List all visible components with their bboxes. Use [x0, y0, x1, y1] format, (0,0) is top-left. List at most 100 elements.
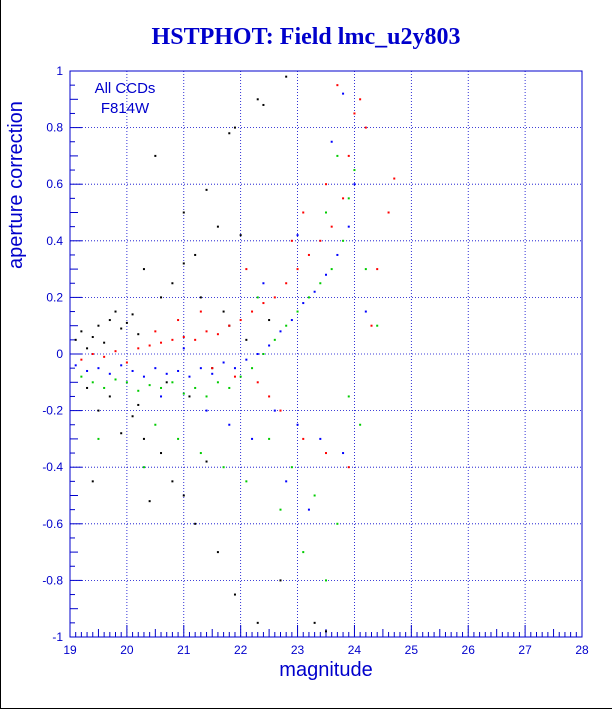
data-point [359, 423, 362, 426]
data-point [273, 296, 276, 299]
x-axis-label: magnitude [279, 659, 372, 681]
data-point [353, 169, 356, 172]
data-point [296, 234, 299, 237]
data-point [182, 494, 185, 497]
data-point [182, 211, 185, 214]
data-point [285, 324, 288, 327]
data-point [262, 103, 265, 106]
data-point [216, 381, 219, 384]
data-point [319, 282, 322, 285]
data-point [228, 423, 231, 426]
data-point [307, 508, 310, 511]
data-point [103, 355, 106, 358]
data-point [142, 375, 145, 378]
x-tick-label: 27 [518, 643, 532, 657]
data-point [228, 324, 231, 327]
data-point [171, 338, 174, 341]
data-point [114, 378, 117, 381]
data-point [256, 296, 259, 299]
data-point [336, 253, 339, 256]
data-point [347, 197, 350, 200]
data-point [268, 319, 271, 322]
data-point [233, 126, 236, 129]
data-point [131, 415, 134, 418]
data-point [347, 154, 350, 157]
data-point [245, 358, 248, 361]
data-point [239, 375, 242, 378]
data-point [376, 324, 379, 327]
data-point [342, 197, 345, 200]
data-point [120, 327, 123, 330]
data-point [165, 372, 168, 375]
data-point [108, 395, 111, 398]
data-point [74, 364, 77, 367]
data-point [205, 409, 208, 412]
data-point [182, 347, 185, 350]
data-point [290, 466, 293, 469]
data-point [228, 386, 231, 389]
data-point [228, 132, 231, 135]
data-point [342, 452, 345, 455]
data-point [148, 344, 151, 347]
data-point [296, 268, 299, 271]
data-point [364, 310, 367, 313]
data-point [233, 593, 236, 596]
data-point [302, 211, 305, 214]
y-axis-label: aperture correction [5, 101, 27, 269]
x-tick-label: 20 [120, 643, 134, 657]
data-point [188, 375, 191, 378]
data-point [154, 367, 157, 370]
data-point [171, 282, 174, 285]
data-point [273, 409, 276, 412]
data-point [302, 437, 305, 440]
data-point [222, 310, 225, 313]
data-point [91, 480, 94, 483]
data-point [142, 437, 145, 440]
data-point [307, 296, 310, 299]
data-point [290, 319, 293, 322]
data-point [91, 353, 94, 355]
x-tick-label: 26 [462, 643, 476, 657]
data-point [279, 508, 282, 511]
data-point [387, 211, 390, 214]
data-point [239, 319, 242, 322]
y-tick-label: 0.6 [46, 177, 63, 191]
data-point [160, 296, 163, 299]
data-point [131, 369, 134, 372]
data-point [256, 621, 259, 624]
data-point [245, 338, 248, 341]
axis-ticks: 19 20 21 22 23 24 25 26 27 28 -1 -0.8 -0.6 -0.4 -0.2 0 0… [42, 64, 589, 657]
chart-title: HSTPHOT: Field lmc_u2y803 [151, 24, 461, 50]
data-point [80, 330, 83, 333]
data-point [222, 361, 225, 364]
y-tick-label: -0.6 [42, 517, 63, 531]
data-point [97, 367, 100, 370]
y-tick-label: 0.8 [46, 121, 63, 135]
data-point [194, 522, 197, 525]
data-point [182, 392, 185, 395]
data-point [148, 384, 151, 387]
data-point [325, 211, 327, 214]
data-point [285, 75, 288, 78]
data-point [222, 466, 225, 469]
data-point [256, 381, 259, 384]
data-point [342, 92, 345, 95]
data-point [296, 310, 299, 313]
data-point [251, 367, 254, 370]
data-point [359, 98, 362, 101]
data-point [160, 386, 163, 389]
data-point [97, 324, 100, 327]
data-point [137, 403, 140, 406]
data-point [256, 353, 259, 355]
data-point [370, 324, 373, 327]
x-tick-label: 22 [234, 643, 248, 657]
data-point [262, 282, 265, 285]
y-tick-label: 0 [56, 347, 63, 361]
data-point [268, 344, 271, 347]
y-tick-label: 0.2 [46, 290, 63, 304]
data-point [199, 367, 202, 370]
data-point [393, 177, 396, 180]
data-point [313, 621, 316, 624]
data-point [137, 347, 140, 350]
data-point [302, 551, 305, 554]
